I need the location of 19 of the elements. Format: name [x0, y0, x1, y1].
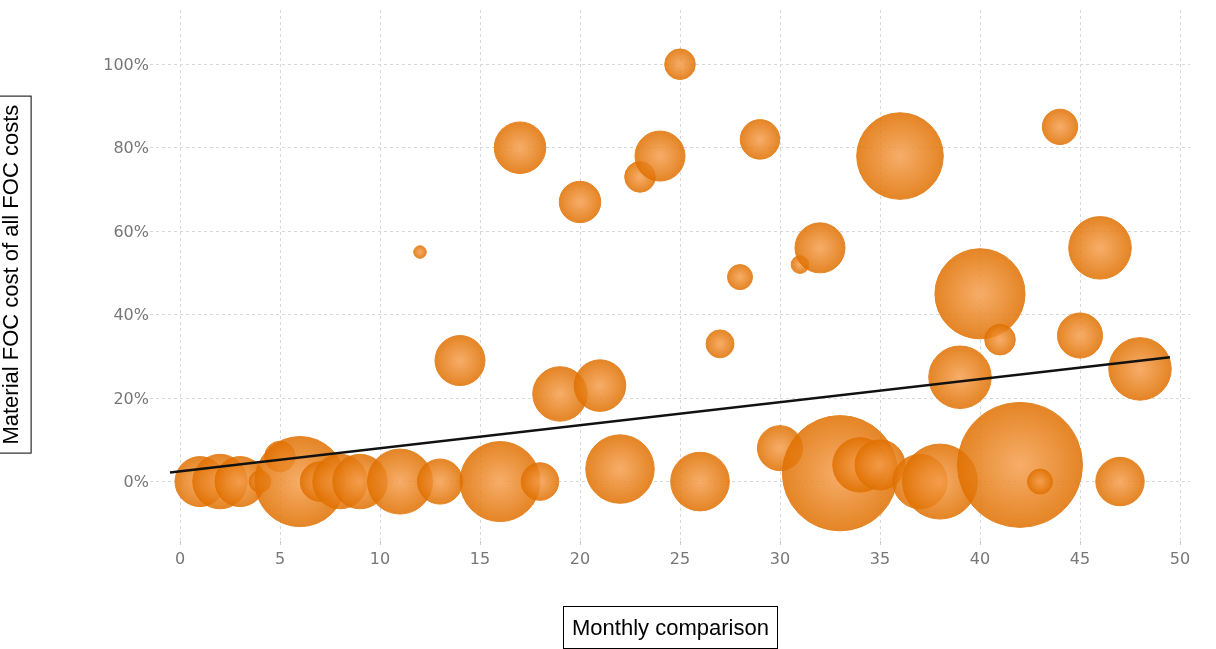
y-tick-label: 60%	[113, 221, 149, 241]
x-tick-label: 20	[569, 549, 591, 569]
x-tick-label: 10	[369, 549, 391, 569]
x-tick-label: 0	[174, 549, 186, 569]
y-tick-label: 100%	[103, 54, 149, 74]
x-tick-label: 50	[1169, 549, 1191, 569]
x-tick-label: 45	[1069, 549, 1091, 569]
y-axis-title: Material FOC cost of all FOC costs	[0, 104, 23, 445]
x-tick-label: 15	[469, 549, 491, 569]
y-tick-label: 20%	[113, 388, 149, 408]
x-tick-label: 25	[669, 549, 691, 569]
x-tick-label: 5	[274, 549, 286, 569]
x-tick-label: 40	[969, 549, 991, 569]
x-tick-label: 35	[869, 549, 891, 569]
y-tick-label: 40%	[113, 305, 149, 325]
x-axis-title: Monthly comparison	[572, 615, 769, 640]
x-tick-label: 30	[769, 549, 791, 569]
y-tick-label: 0%	[123, 472, 149, 492]
y-tick-label: 80%	[113, 138, 149, 158]
